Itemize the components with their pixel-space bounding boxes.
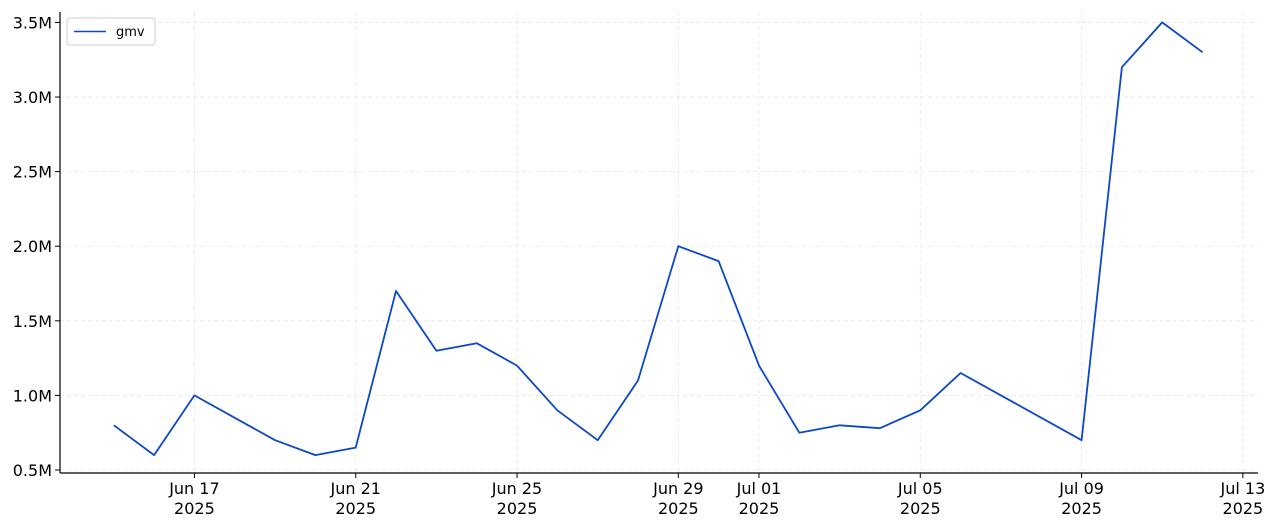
grid xyxy=(60,12,1258,473)
x-tick-label: Jun 29 xyxy=(652,479,703,498)
x-tick-label: Jul 13 xyxy=(1220,479,1266,498)
x-tick-year: 2025 xyxy=(1223,499,1264,518)
y-tick-label: 3.0M xyxy=(13,88,52,107)
x-tick-year: 2025 xyxy=(335,499,376,518)
x-tick-year: 2025 xyxy=(174,499,215,518)
x-tick-year: 2025 xyxy=(900,499,941,518)
y-tick-label: 1.5M xyxy=(13,312,52,331)
y-tick-label: 1.0M xyxy=(13,386,52,405)
series-line-gmv xyxy=(113,21,1204,457)
y-tick-label: 0.5M xyxy=(13,461,52,480)
x-tick-year: 2025 xyxy=(658,499,699,518)
y-tick-label: 2.5M xyxy=(13,163,52,182)
x-tick-label: Jun 17 xyxy=(168,479,219,498)
x-tick-label: Jul 01 xyxy=(736,479,782,498)
y-tick-label: 3.5M xyxy=(13,13,52,32)
legend-label: gmv xyxy=(116,25,145,40)
y-tick-label: 2.0M xyxy=(13,237,52,256)
x-tick-label: Jun 25 xyxy=(491,479,542,498)
legend: gmv xyxy=(66,17,156,46)
x-tick-label: Jul 05 xyxy=(897,479,943,498)
x-tick-label: Jul 09 xyxy=(1058,479,1104,498)
x-tick-year: 2025 xyxy=(1061,499,1102,518)
x-tick-label: Jun 21 xyxy=(329,479,380,498)
x-tick-year: 2025 xyxy=(739,499,780,518)
x-tick-year: 2025 xyxy=(497,499,538,518)
series-layer xyxy=(113,21,1204,457)
legend-box xyxy=(66,17,156,46)
